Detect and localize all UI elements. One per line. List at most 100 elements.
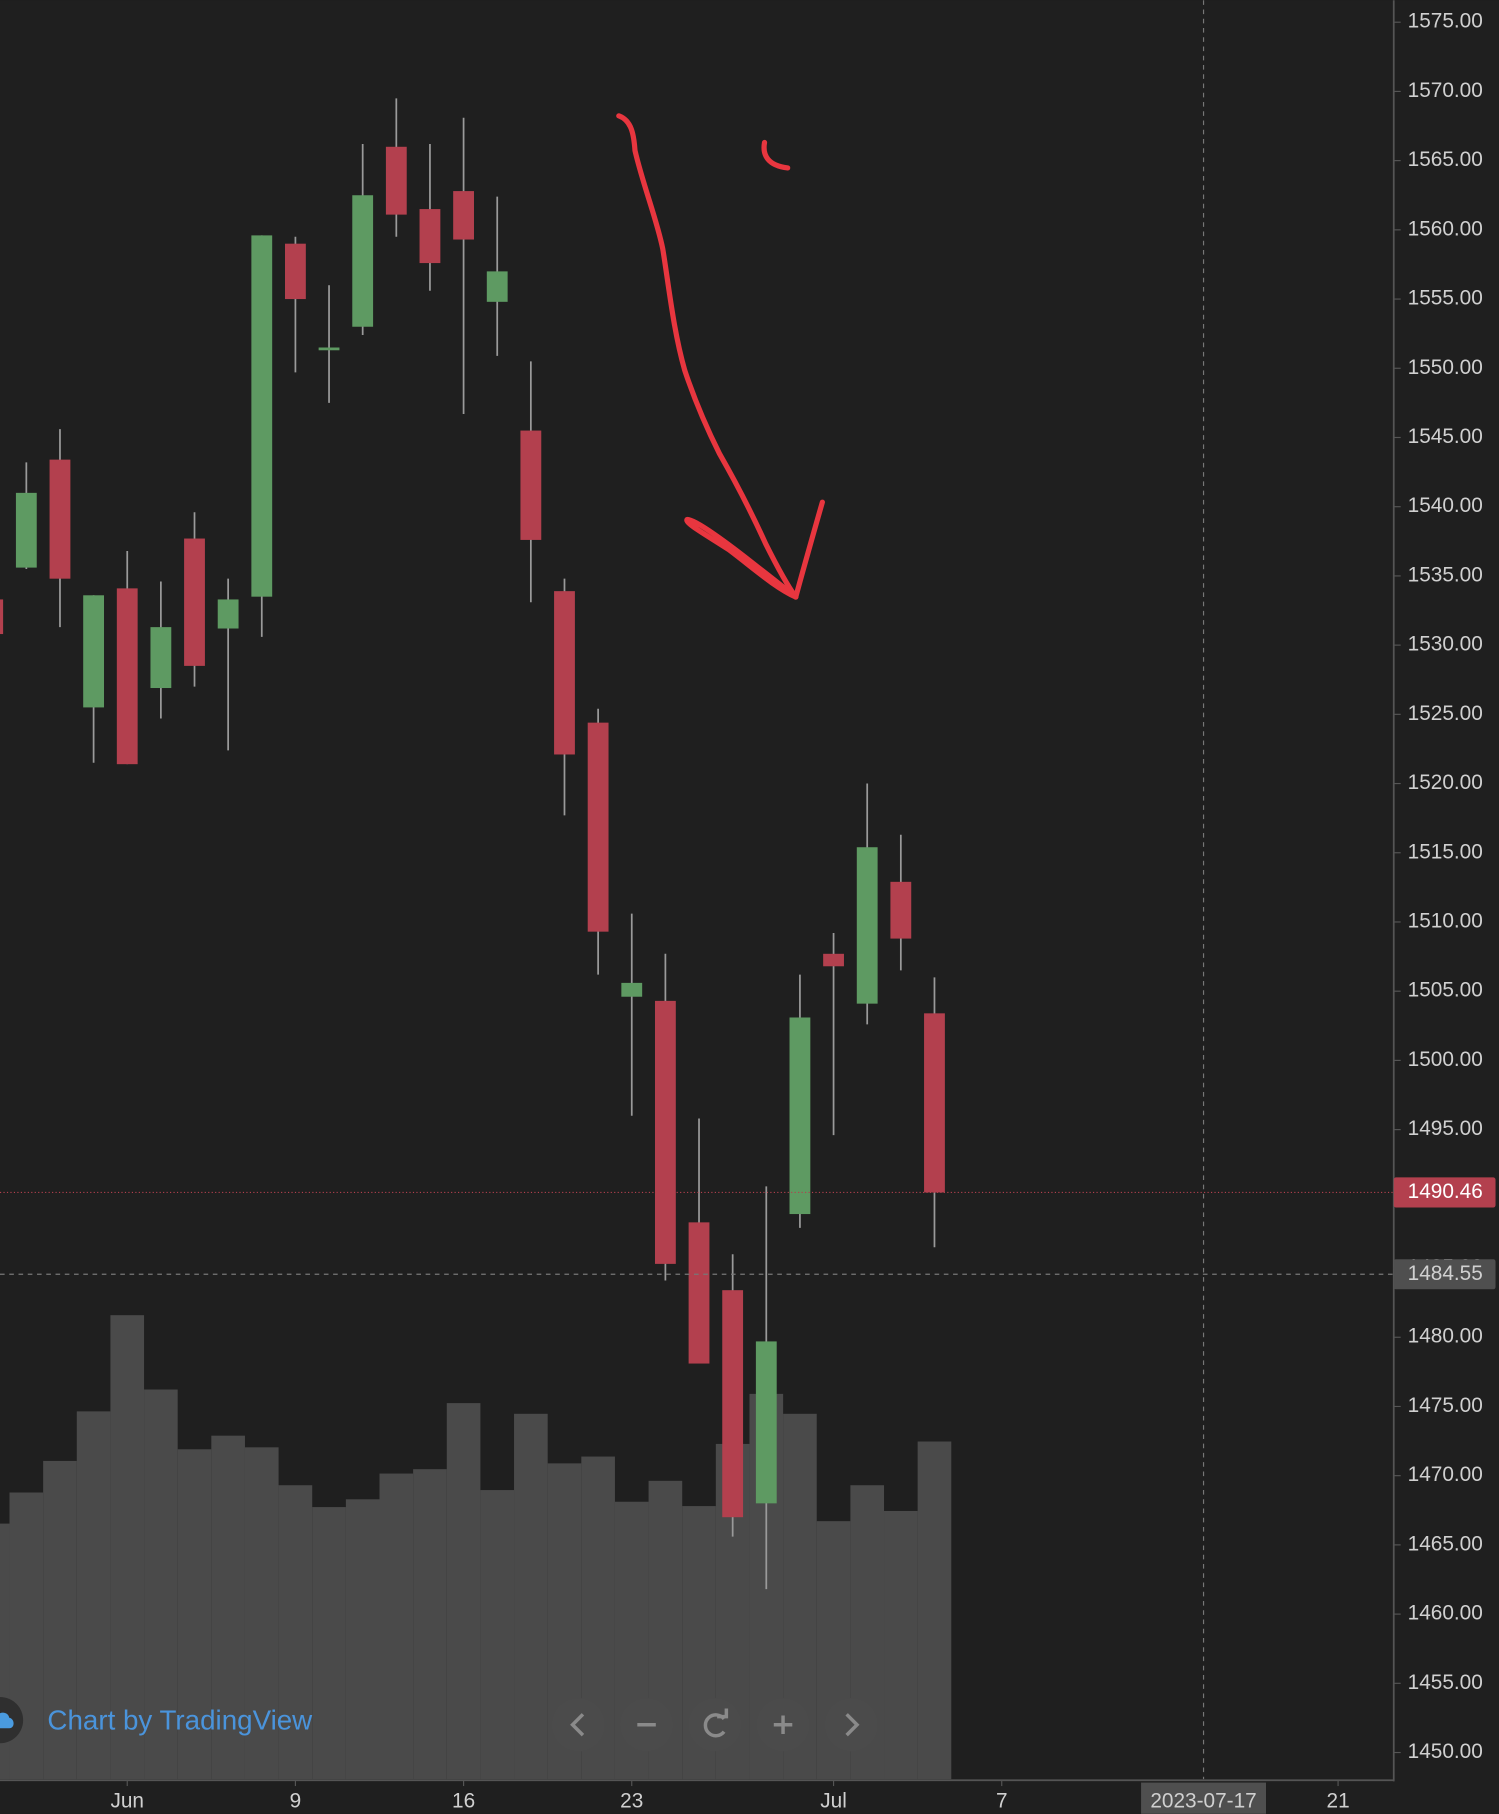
scroll-left-button[interactable] <box>551 1698 605 1752</box>
last-price-label: 1490.46 <box>1408 1180 1483 1203</box>
x-tick-label: 9 <box>290 1790 302 1813</box>
volume-bar <box>884 1510 918 1780</box>
candle-body <box>217 599 239 629</box>
axes: 1450.00 1455.00 1460.00 1465.00 1470.00 1475.… <box>110 10 1496 1814</box>
y-tick-label: 1560.00 <box>1408 217 1483 240</box>
y-tick-label: 1525.00 <box>1408 702 1483 725</box>
button-bg[interactable] <box>824 1698 878 1752</box>
candle-body <box>654 1000 676 1264</box>
candle-body <box>49 459 71 579</box>
y-tick-label: 1545.00 <box>1408 425 1483 448</box>
y-tick-label: 1495.00 <box>1408 1117 1483 1140</box>
y-tick-label: 1480.00 <box>1408 1325 1483 1348</box>
candle-body <box>924 1013 945 1193</box>
branding-text: Chart by TradingView <box>47 1705 313 1736</box>
volume-bar <box>144 1389 178 1780</box>
y-tick-label: 1455.00 <box>1408 1671 1483 1694</box>
volume-bar <box>480 1490 515 1780</box>
overlay-layer <box>0 0 1394 1780</box>
scroll-right-button[interactable] <box>824 1698 878 1752</box>
navigation-buttons <box>551 1698 878 1752</box>
candle-body <box>486 271 508 302</box>
y-tick-label: 1500.00 <box>1408 1048 1483 1071</box>
y-tick-label: 1535.00 <box>1408 563 1483 586</box>
x-tick-label: 7 <box>996 1790 1008 1813</box>
y-tick-label: 1520.00 <box>1408 771 1483 794</box>
crosshair-time-label: 2023-07-17 <box>1150 1790 1256 1813</box>
volume-bar <box>211 1435 245 1780</box>
arrow-head-left <box>684 516 799 600</box>
zoom-out-button[interactable] <box>619 1698 674 1752</box>
y-tick-label: 1550.00 <box>1408 356 1483 379</box>
arrow-shaft <box>616 113 799 600</box>
y-tick-label: 1530.00 <box>1408 633 1483 656</box>
button-bg[interactable] <box>688 1698 742 1752</box>
arrow-head-right <box>793 499 825 600</box>
volume-bar <box>0 1523 10 1780</box>
candle-body <box>419 209 441 264</box>
drawing-annotation <box>616 113 825 600</box>
candle-body <box>722 1290 744 1518</box>
x-tick-label: 23 <box>620 1790 643 1813</box>
candle-body <box>83 595 105 708</box>
candle-body <box>352 195 374 327</box>
candle-body <box>318 347 340 351</box>
candle-body <box>520 430 542 540</box>
candle-body <box>856 847 878 1004</box>
candle-body <box>688 1222 710 1364</box>
x-tick-label: 21 <box>1327 1790 1350 1813</box>
x-tick-label: Jun <box>110 1790 144 1813</box>
branding: Chart by TradingView <box>0 1696 313 1744</box>
crosshair-price-label: 1484.55 <box>1408 1262 1483 1285</box>
last-price-badge <box>1393 1177 1496 1208</box>
volume-bar <box>110 1315 145 1780</box>
button-icon <box>845 1713 860 1737</box>
y-tick-label: 1575.00 <box>1408 10 1483 33</box>
candle-body <box>116 588 138 765</box>
logo-icon <box>0 1712 14 1729</box>
y-tick-label: 1555.00 <box>1408 287 1483 310</box>
candle-body <box>385 146 407 215</box>
x-tick-label: 16 <box>452 1790 475 1813</box>
volume-bar <box>244 1447 279 1780</box>
candle-body <box>251 235 273 597</box>
volume-bar <box>76 1411 111 1780</box>
crosshair-time-badge <box>1141 1782 1267 1814</box>
x-tick-label: Jul <box>820 1790 847 1813</box>
y-tick-label: 1540.00 <box>1408 494 1483 517</box>
button-bg[interactable] <box>551 1698 605 1752</box>
volume-bar <box>43 1460 77 1780</box>
y-tick-label: 1470.00 <box>1408 1463 1483 1486</box>
candle-body <box>554 591 575 755</box>
y-tick-label: 1450.00 <box>1408 1740 1483 1763</box>
volume-bar <box>413 1469 447 1780</box>
y-tick-label: 1460.00 <box>1408 1602 1483 1625</box>
crosshair-price-badge <box>1393 1259 1496 1290</box>
volume-bar <box>345 1499 380 1780</box>
volume-bar <box>917 1441 952 1780</box>
candle-body <box>890 881 912 939</box>
button-icon <box>717 1708 729 1719</box>
drawing-mark <box>761 139 791 171</box>
candle-body <box>15 492 37 568</box>
candle-body <box>150 627 172 689</box>
candle-body <box>789 1017 811 1215</box>
y-tick-label: 1505.00 <box>1408 979 1483 1002</box>
zoom-in-button[interactable] <box>756 1698 810 1752</box>
candle-body <box>285 243 306 300</box>
candle-layer <box>0 98 945 1590</box>
candle-body <box>823 953 844 967</box>
volume-bar <box>446 1403 481 1780</box>
candle-body <box>587 722 609 932</box>
volume-bar <box>514 1413 548 1780</box>
volume-bar <box>379 1473 414 1780</box>
y-tick-label: 1515.00 <box>1408 840 1483 863</box>
y-tick-label: 1510.00 <box>1408 909 1483 932</box>
candle-body <box>453 191 474 240</box>
reset-button[interactable] <box>688 1698 742 1752</box>
candle-body <box>755 1341 777 1504</box>
candle-body <box>0 599 4 635</box>
button-icon <box>570 1713 585 1737</box>
